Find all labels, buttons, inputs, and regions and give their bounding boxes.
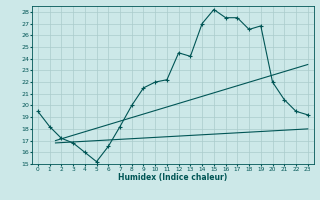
X-axis label: Humidex (Indice chaleur): Humidex (Indice chaleur) (118, 173, 228, 182)
